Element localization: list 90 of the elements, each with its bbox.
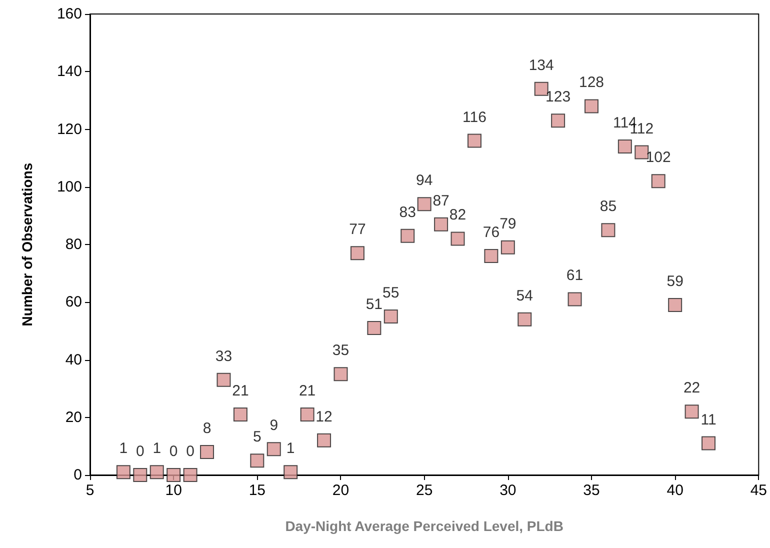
data-label: 123 xyxy=(546,88,571,106)
data-label: 21 xyxy=(298,382,316,400)
point xyxy=(534,82,548,96)
data-label: 1 xyxy=(119,440,128,458)
data-label: 83 xyxy=(399,204,416,221)
point xyxy=(250,454,264,468)
point xyxy=(350,246,364,260)
data-label: 54 xyxy=(516,287,533,304)
point xyxy=(500,240,515,254)
y-axis-title: Number of Observations xyxy=(19,162,35,326)
data-label: 87 xyxy=(432,192,450,210)
point xyxy=(216,372,231,387)
data-label: 12 xyxy=(316,408,332,426)
data-label: 82 xyxy=(449,206,466,224)
data-label: 5 xyxy=(252,428,262,446)
data-label: 59 xyxy=(666,273,684,290)
data-label: 0 xyxy=(136,443,144,460)
data-label: 134 xyxy=(528,56,554,74)
data-label: 94 xyxy=(416,172,433,190)
y-tick-label: 0 xyxy=(74,466,82,484)
point xyxy=(434,217,448,232)
x-tick-label: 20 xyxy=(332,482,350,499)
data-label: 0 xyxy=(169,443,178,460)
x-tick-label: 25 xyxy=(416,482,433,499)
y-tick-label: 60 xyxy=(65,294,82,311)
point xyxy=(300,407,314,422)
point xyxy=(133,468,148,482)
point xyxy=(618,140,632,154)
y-tick-label: 160 xyxy=(56,6,82,22)
point xyxy=(400,228,415,243)
point xyxy=(684,404,699,419)
point xyxy=(584,99,598,114)
data-label: 79 xyxy=(500,215,516,232)
data-label: 77 xyxy=(349,221,366,238)
y-tick-label: 140 xyxy=(56,63,82,80)
data-label: 11 xyxy=(700,411,716,428)
data-label: 85 xyxy=(600,198,617,216)
point xyxy=(702,436,716,450)
point xyxy=(551,114,566,128)
point xyxy=(518,312,532,326)
data-label: 21 xyxy=(232,382,249,400)
point xyxy=(384,310,398,324)
x-tick-label: 5 xyxy=(86,482,94,499)
y-tick-label: 120 xyxy=(56,120,82,138)
point xyxy=(484,249,498,264)
point xyxy=(317,433,332,448)
point xyxy=(334,367,348,382)
data-label: 1 xyxy=(286,440,295,458)
x-tick-label: 45 xyxy=(750,482,767,499)
data-label: 102 xyxy=(646,149,671,166)
data-label: 8 xyxy=(202,420,212,437)
data-label: 55 xyxy=(382,284,400,302)
point xyxy=(417,197,432,212)
point xyxy=(284,465,298,480)
data-label: 22 xyxy=(683,380,700,397)
data-label: 33 xyxy=(215,348,232,365)
point xyxy=(367,321,382,336)
y-tick-label: 100 xyxy=(56,178,82,196)
data-label: 76 xyxy=(482,224,500,242)
data-label: 9 xyxy=(270,417,278,434)
x-axis-title: Day-Night Average Perceived Level, PLdB xyxy=(285,518,564,534)
point xyxy=(634,145,649,160)
point xyxy=(568,292,582,306)
point xyxy=(266,442,281,456)
point xyxy=(450,232,465,246)
point xyxy=(116,465,130,480)
point xyxy=(166,468,181,482)
x-tick-label: 40 xyxy=(666,482,684,499)
y-tick-label: 80 xyxy=(65,236,82,253)
data-label: 61 xyxy=(566,267,584,284)
data-label: 1 xyxy=(152,440,162,458)
point xyxy=(651,174,666,188)
y-tick-label: 40 xyxy=(65,351,82,368)
y-tick-label: 20 xyxy=(65,408,82,426)
data-label: 51 xyxy=(366,296,383,314)
point xyxy=(200,444,214,459)
x-tick-label: 10 xyxy=(165,482,182,499)
data-label: 116 xyxy=(462,108,486,126)
data-label: 0 xyxy=(186,443,194,460)
x-tick-label: 35 xyxy=(583,482,600,499)
point xyxy=(467,134,482,148)
point xyxy=(183,468,198,482)
point xyxy=(601,223,616,238)
point xyxy=(150,465,164,480)
data-label: 128 xyxy=(578,74,604,92)
x-tick-label: 15 xyxy=(248,482,266,499)
point xyxy=(668,298,682,312)
data-label: 35 xyxy=(332,342,350,360)
x-tick-label: 30 xyxy=(500,482,516,499)
point xyxy=(233,407,248,422)
